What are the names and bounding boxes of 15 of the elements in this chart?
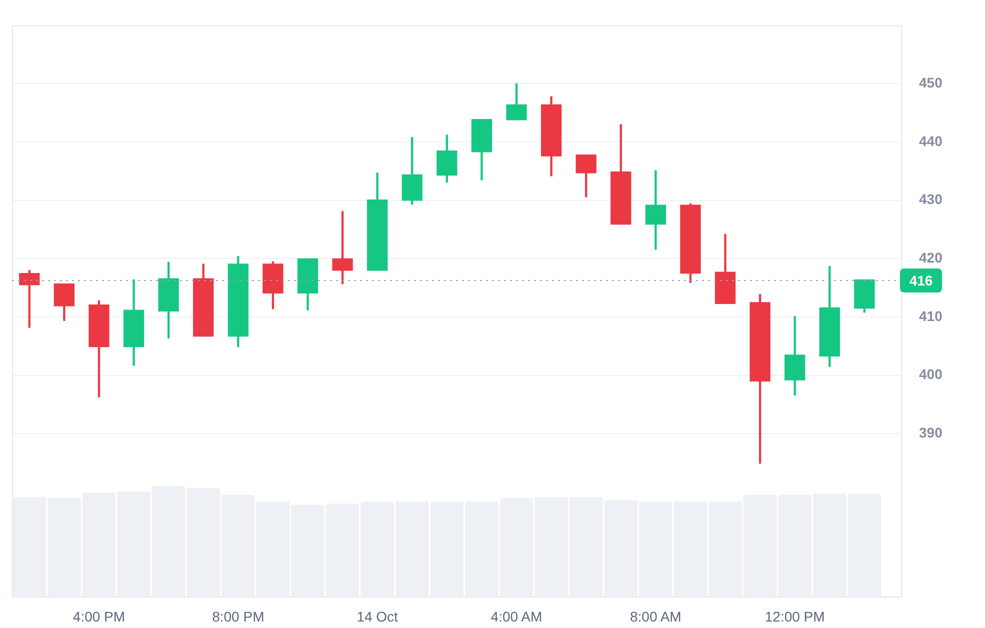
y-tick-label: 400 — [919, 366, 943, 382]
x-tick-label: 8:00 AM — [630, 608, 682, 624]
x-tick-label: 8:00 PM — [212, 608, 264, 624]
y-tick-label: 450 — [919, 74, 943, 91]
bar — [848, 494, 882, 597]
y-tick-label: 390 — [919, 424, 943, 441]
y-tick-label: 430 — [919, 191, 943, 208]
x-tick-label: 4:00 PM — [72, 608, 126, 624]
x-tick-label: 4:00 AM — [490, 608, 542, 624]
x-tick-label: 14 Oct — [356, 608, 398, 624]
x-tick-label: 12:00 PM — [764, 608, 825, 624]
y-tick-label: 420 — [919, 250, 943, 266]
y-tick-label: 440 — [919, 132, 943, 149]
y-tick-label: 410 — [919, 308, 943, 324]
ref-line-label: 416 — [909, 272, 933, 288]
